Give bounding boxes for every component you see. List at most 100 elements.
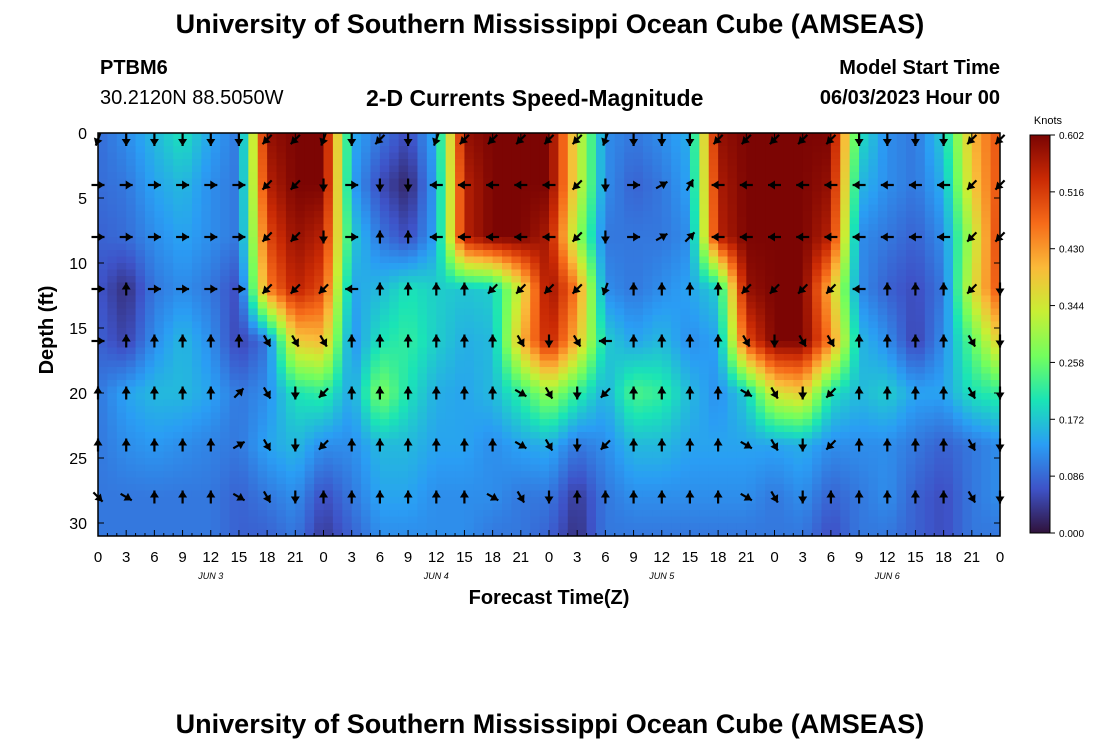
heat-cell: [661, 256, 672, 264]
heat-cell: [408, 276, 419, 284]
heat-cell: [238, 243, 249, 251]
heat-cell: [342, 458, 353, 466]
heat-cell: [502, 432, 513, 440]
heat-cell: [267, 308, 278, 316]
heat-cell: [924, 172, 935, 180]
heat-cell: [971, 178, 982, 186]
heat-cell: [210, 165, 221, 173]
heat-cell: [896, 269, 907, 277]
heat-cell: [558, 263, 569, 271]
heat-cell: [736, 198, 747, 206]
heat-cell: [849, 250, 860, 258]
heat-cell: [210, 211, 221, 219]
heat-cell: [173, 256, 184, 264]
heat-cell: [896, 198, 907, 206]
heat-cell: [351, 250, 362, 258]
heat-cell: [727, 367, 738, 375]
heat-cell: [953, 191, 964, 199]
heat-cell: [774, 302, 785, 310]
heat-cell: [614, 399, 625, 407]
heat-cell: [116, 230, 127, 238]
heat-cell: [332, 393, 343, 401]
heat-cell: [708, 230, 719, 238]
heat-cell: [163, 152, 174, 160]
heat-cell: [934, 406, 945, 414]
heat-cell: [455, 185, 466, 193]
heat-cell: [849, 386, 860, 394]
heat-cell: [577, 367, 588, 375]
heat-cell: [389, 464, 400, 472]
heat-cell: [915, 152, 926, 160]
heat-cell: [924, 217, 935, 225]
heat-cell: [859, 198, 870, 206]
heat-cell: [436, 367, 447, 375]
heat-cell: [793, 146, 804, 154]
heat-cell: [962, 445, 973, 453]
heat-cell: [173, 178, 184, 186]
heat-cell: [116, 256, 127, 264]
heat-cell: [868, 224, 879, 232]
heat-cell: [859, 406, 870, 414]
heat-cell: [332, 425, 343, 433]
heat-cell: [821, 334, 832, 342]
heat-cell: [417, 178, 428, 186]
heat-cell: [708, 464, 719, 472]
heat-cell: [511, 146, 522, 154]
heat-cell: [144, 425, 155, 433]
heat-cell: [802, 295, 813, 303]
heat-cell: [445, 360, 456, 368]
heat-cell: [248, 133, 259, 141]
heat-cell: [774, 315, 785, 323]
heat-cell: [868, 347, 879, 355]
heat-cell: [267, 217, 278, 225]
heat-cell: [680, 217, 691, 225]
heat-cell: [896, 243, 907, 251]
heat-cell: [191, 250, 202, 258]
heat-cell: [379, 133, 390, 141]
heat-cell: [802, 276, 813, 284]
heat-cell: [445, 321, 456, 329]
heat-cell: [708, 289, 719, 297]
heat-cell: [896, 139, 907, 147]
heat-cell: [981, 185, 992, 193]
heat-cell: [473, 380, 484, 388]
heat-cell: [520, 464, 531, 472]
heat-cell: [201, 243, 212, 251]
heat-cell: [746, 191, 757, 199]
heat-cell: [483, 263, 494, 271]
heat-cell: [144, 412, 155, 420]
heat-cell: [473, 438, 484, 446]
heat-cell: [614, 243, 625, 251]
heat-cell: [135, 328, 146, 336]
heat-cell: [793, 406, 804, 414]
heat-cell: [267, 412, 278, 420]
heat-cell: [567, 425, 578, 433]
heat-cell: [436, 380, 447, 388]
heat-cell: [915, 406, 926, 414]
heat-cell: [859, 159, 870, 167]
heat-cell: [135, 224, 146, 232]
heat-cell: [746, 308, 757, 316]
heat-cell: [765, 243, 776, 251]
heat-cell: [473, 308, 484, 316]
heat-cell: [398, 133, 409, 141]
heat-cell: [502, 198, 513, 206]
heat-cell: [220, 263, 231, 271]
heat-cell: [906, 432, 917, 440]
heat-cell: [614, 133, 625, 141]
heat-cell: [408, 269, 419, 277]
heat-cell: [107, 464, 118, 472]
heat-cell: [107, 204, 118, 212]
heat-cell: [389, 172, 400, 180]
heat-cell: [229, 406, 240, 414]
heat-cell: [98, 152, 108, 160]
heat-cell: [417, 133, 428, 141]
heat-cell: [257, 133, 268, 141]
heat-cell: [689, 341, 700, 349]
heat-cell: [295, 159, 306, 167]
heat-cell: [699, 412, 710, 420]
heat-cell: [934, 399, 945, 407]
heat-cell: [276, 289, 287, 297]
heat-cell: [483, 133, 494, 141]
heat-cell: [417, 347, 428, 355]
